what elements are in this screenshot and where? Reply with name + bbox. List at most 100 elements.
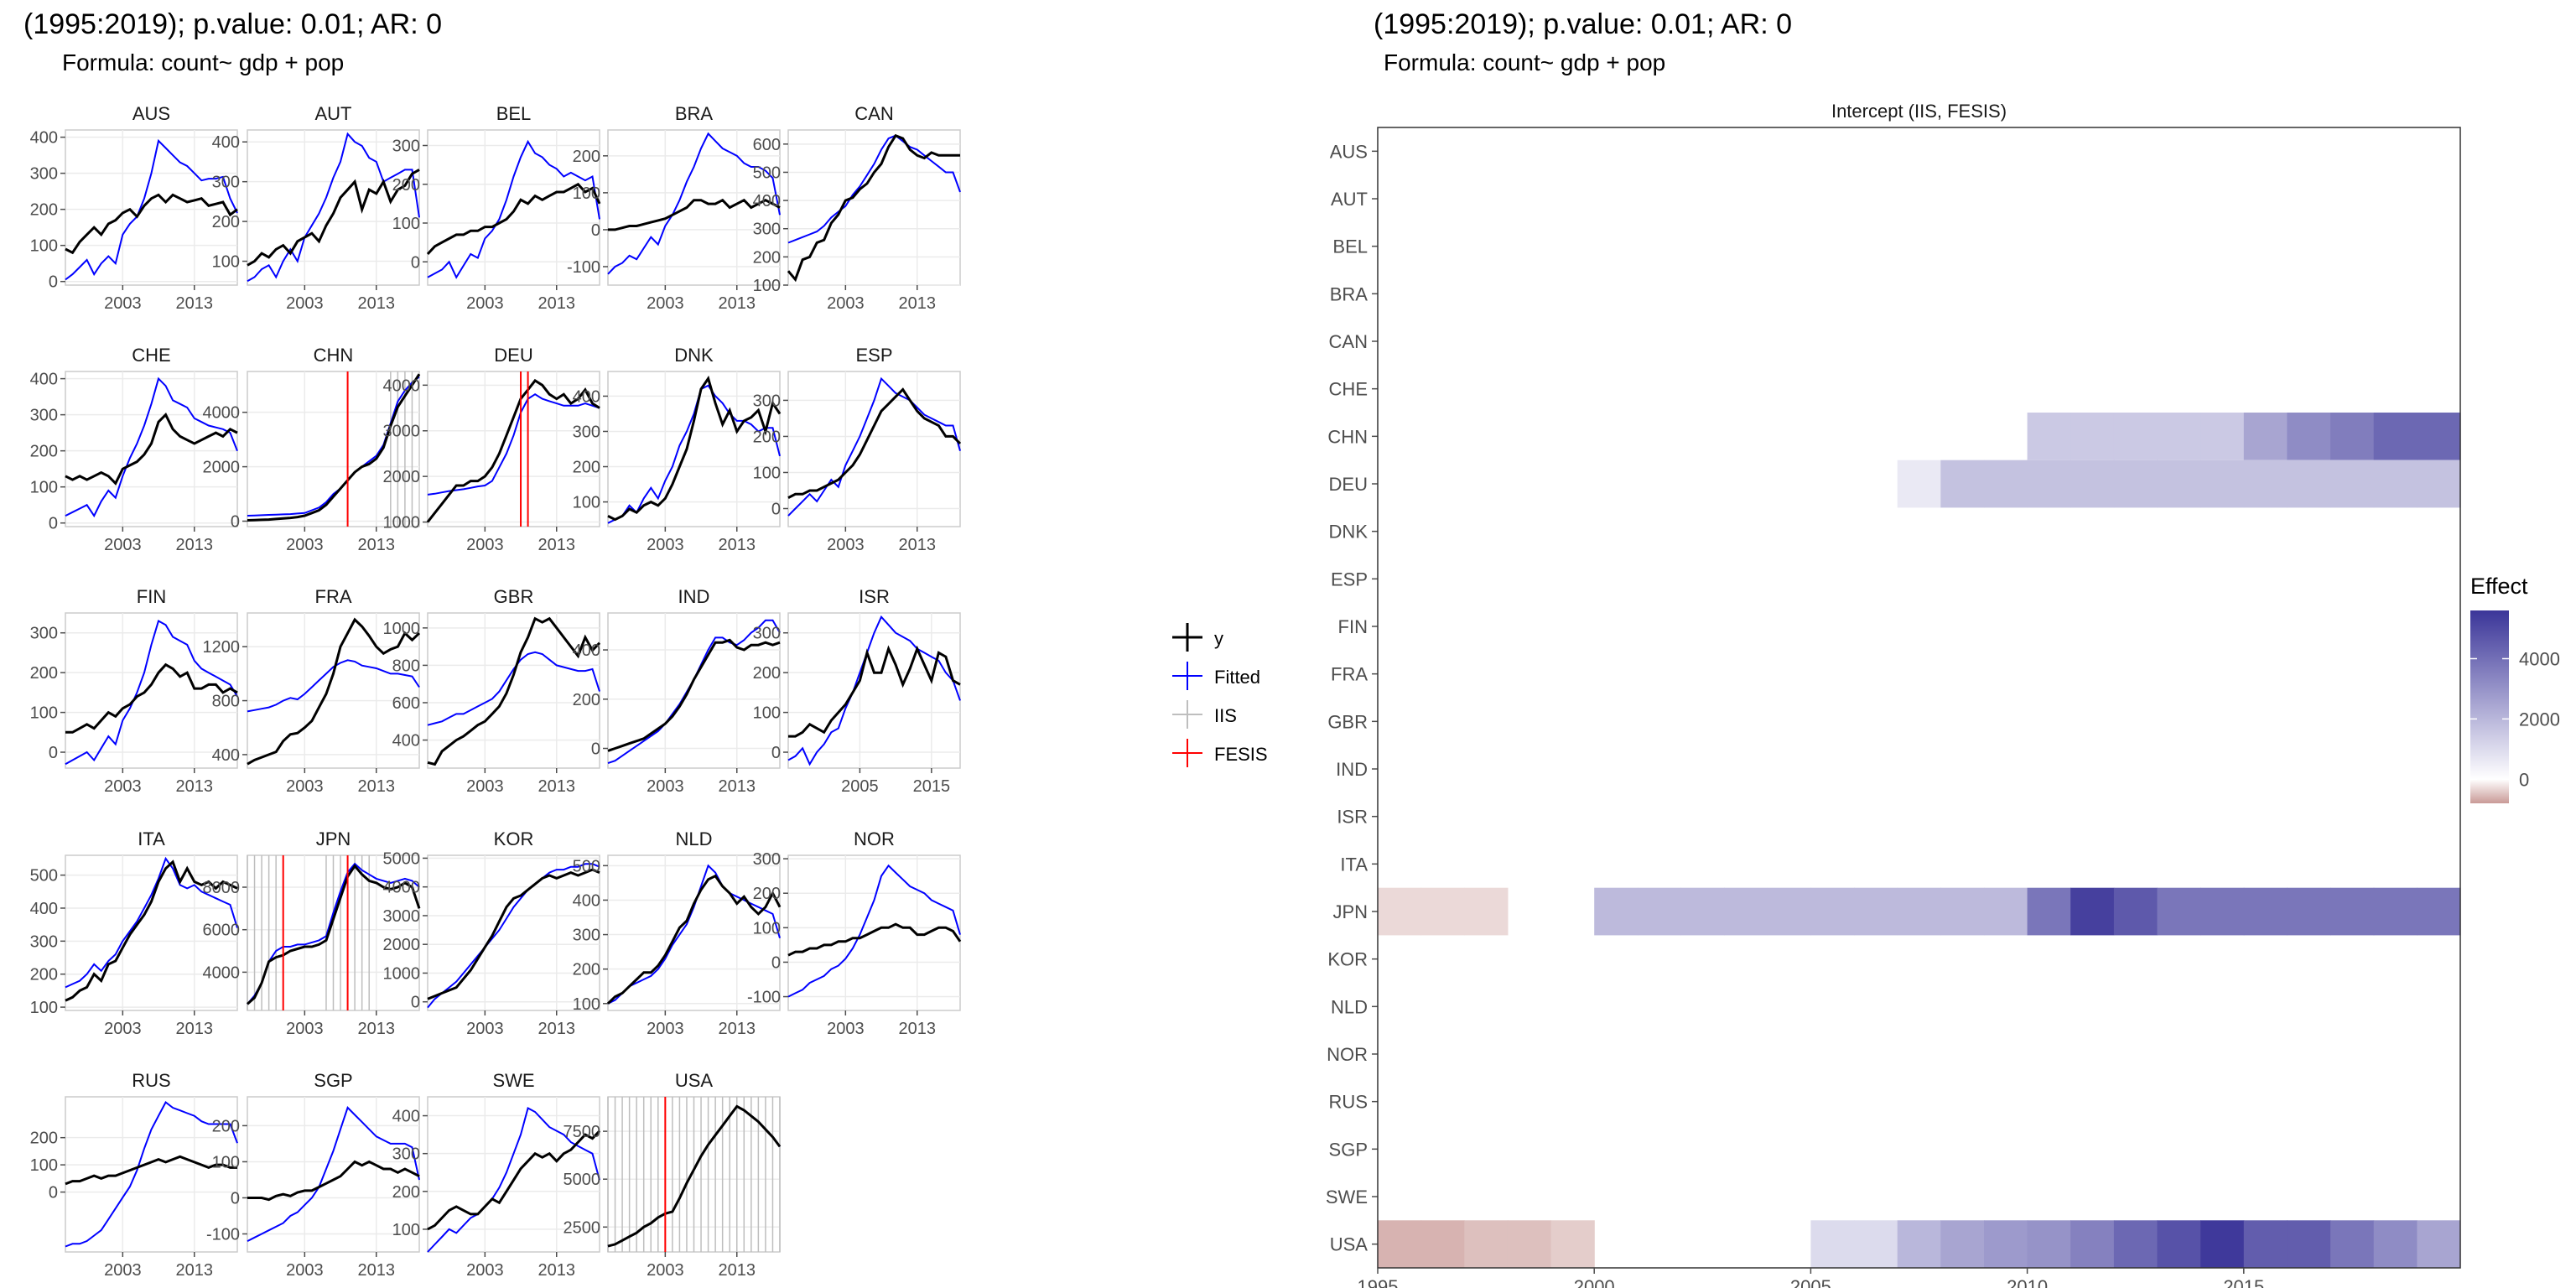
heatmap-cell-jpn [1421, 888, 1465, 936]
heatmap-row-label-ita: ITA [1340, 854, 1368, 875]
facet-tick-label-y-esp: 200 [753, 428, 781, 446]
facet-label-sgp: SGP [314, 1070, 352, 1091]
facet-tick-label-y-ind: 0 [591, 740, 600, 759]
facet-tick-label-x-chn: 2003 [286, 536, 324, 554]
heatmap-row-label-bra: BRA [1330, 283, 1368, 304]
facet-tick-label-y-che: 200 [30, 443, 58, 461]
heatmap-title: Intercept (IIS, FESIS) [1831, 101, 2007, 122]
facet-tick-label-y-che: 0 [49, 515, 58, 533]
heatmap-cell-jpn [1810, 888, 1854, 936]
facet-tick-label-x-isr: 2005 [841, 777, 879, 796]
facet-tick-label-x-gbr: 2013 [538, 777, 576, 796]
facet-tick-label-y-kor: 2000 [383, 936, 421, 954]
facet-tick-label-x-nld: 2003 [647, 1020, 684, 1038]
heatmap-row-label-can: CAN [1329, 331, 1368, 352]
heatmap-cell-deu [2330, 460, 2374, 508]
heatmap-cell-jpn [1984, 888, 2028, 936]
heatmap-row-label-isr: ISR [1337, 807, 1368, 828]
heatmap-cell-jpn [1940, 888, 1984, 936]
facet-tick-label-y-bra: -100 [567, 258, 600, 277]
facet-tick-label-y-can: 300 [753, 221, 781, 239]
facet-tick-label-y-gbr: 800 [392, 657, 420, 675]
facet-tick-label-y-fin: 0 [49, 744, 58, 762]
heatmap-cell-deu [2158, 460, 2201, 508]
effect-legend-title: Effect [2470, 574, 2528, 599]
heatmap-cell-jpn [1378, 888, 1421, 936]
facet-tick-label-y-swe: 300 [392, 1145, 420, 1164]
heatmap-row-label-deu: DEU [1329, 474, 1368, 495]
facet-tick-label-y-aus: 0 [49, 273, 58, 292]
facet-tick-label-x-ita: 2003 [104, 1020, 142, 1038]
facet-tick-label-y-nld: 500 [573, 857, 600, 875]
facet-tick-label-y-rus: 100 [30, 1156, 58, 1175]
heatmap-cell-jpn [1594, 888, 1638, 936]
facet-tick-label-y-aut: 200 [212, 213, 240, 231]
heatmap-cell-usa [1421, 1220, 1465, 1268]
heatmap-row-label-nor: NOR [1327, 1044, 1368, 1065]
facet-tick-label-y-chn: 0 [231, 513, 240, 532]
heatmap-cell-jpn [2200, 888, 2244, 936]
facet-tick-label-x-kor: 2013 [538, 1020, 576, 1038]
facet-tick-label-y-esp: 300 [753, 392, 781, 410]
facet-tick-label-y-fin: 300 [30, 625, 58, 643]
facet-tick-label-x-kor: 2003 [466, 1020, 504, 1038]
facet-tick-label-x-aut: 2013 [358, 294, 396, 313]
heatmap-tick-label-x: 2010 [2007, 1276, 2048, 1288]
heatmap-cell-jpn [1464, 888, 1508, 936]
heatmap-cell-jpn [2244, 888, 2288, 936]
facet-tick-label-x-usa: 2003 [647, 1261, 684, 1280]
facet-tick-label-y-dnk: 300 [573, 423, 600, 441]
facet-tick-label-y-isr: 300 [753, 625, 781, 643]
heatmap-cell-deu [2287, 460, 2330, 508]
heatmap-cell-deu [2417, 460, 2460, 508]
heatmap-row-label-rus: RUS [1329, 1092, 1368, 1113]
heatmap-row-label-fin: FIN [1338, 616, 1368, 637]
left-subtitle: Formula: count~ gdp + pop [62, 49, 344, 75]
facet-tick-label-x-fra: 2013 [358, 777, 396, 796]
facet-tick-label-x-ind: 2013 [719, 777, 756, 796]
heatmap-cell-jpn [2028, 888, 2071, 936]
heatmap-cell-jpn [2287, 888, 2330, 936]
heatmap-row-label-gbr: GBR [1327, 711, 1368, 732]
heatmap-cell-usa [1984, 1220, 2028, 1268]
heatmap-cell-usa [1940, 1220, 1984, 1268]
heatmap-row-label-nld: NLD [1331, 996, 1368, 1017]
facet-tick-label-y-jpn: 8000 [203, 879, 241, 897]
facet-tick-label-y-usa: 2500 [564, 1218, 601, 1237]
facet-label-dnk: DNK [674, 345, 714, 366]
facet-tick-label-y-dnk: 200 [573, 459, 600, 477]
heatmap-cell-usa [1464, 1220, 1508, 1268]
facet-tick-label-y-aus: 400 [30, 129, 58, 148]
legend-label-y: y [1214, 628, 1223, 649]
facet-label-chn: CHN [314, 345, 354, 366]
facet-tick-label-y-isr: 100 [753, 704, 781, 723]
colorbar-tick-label: 0 [2519, 769, 2529, 790]
facet-tick-label-y-ind: 400 [573, 641, 600, 660]
facet-tick-label-x-bel: 2003 [466, 294, 504, 313]
heatmap-cell-usa [2028, 1220, 2071, 1268]
facet-tick-label-y-deu: 2000 [383, 468, 421, 486]
facet-tick-label-y-che: 100 [30, 479, 58, 497]
facet-tick-label-x-gbr: 2003 [466, 777, 504, 796]
heatmap-cell-chn [2244, 413, 2288, 460]
heatmap-cell-usa [2330, 1220, 2374, 1268]
facet-tick-label-x-jpn: 2003 [286, 1020, 324, 1038]
facet-plot-area-che [65, 371, 237, 527]
facet-tick-label-x-rus: 2013 [176, 1261, 214, 1280]
facet-tick-label-x-rus: 2003 [104, 1261, 142, 1280]
facet-label-bel: BEL [496, 103, 532, 124]
facet-tick-label-y-jpn: 6000 [203, 922, 241, 940]
facet-tick-label-y-isr: 0 [771, 744, 781, 762]
facet-tick-label-y-ita: 200 [30, 966, 58, 984]
heatmap-cell-jpn [1638, 888, 1681, 936]
facet-tick-label-y-kor: 3000 [383, 907, 421, 926]
legend-label-iis: IIS [1214, 705, 1237, 726]
effect-colorbar [2470, 610, 2509, 803]
facet-plot-area-isr [788, 613, 960, 768]
facet-tick-label-y-rus: 200 [30, 1130, 58, 1148]
facet-tick-label-y-can: 400 [753, 192, 781, 210]
facet-tick-label-y-chn: 2000 [203, 459, 241, 477]
facet-tick-label-x-dnk: 2013 [719, 536, 756, 554]
heatmap-row-label-sgp: SGP [1329, 1139, 1368, 1160]
facet-label-aus: AUS [132, 103, 170, 124]
